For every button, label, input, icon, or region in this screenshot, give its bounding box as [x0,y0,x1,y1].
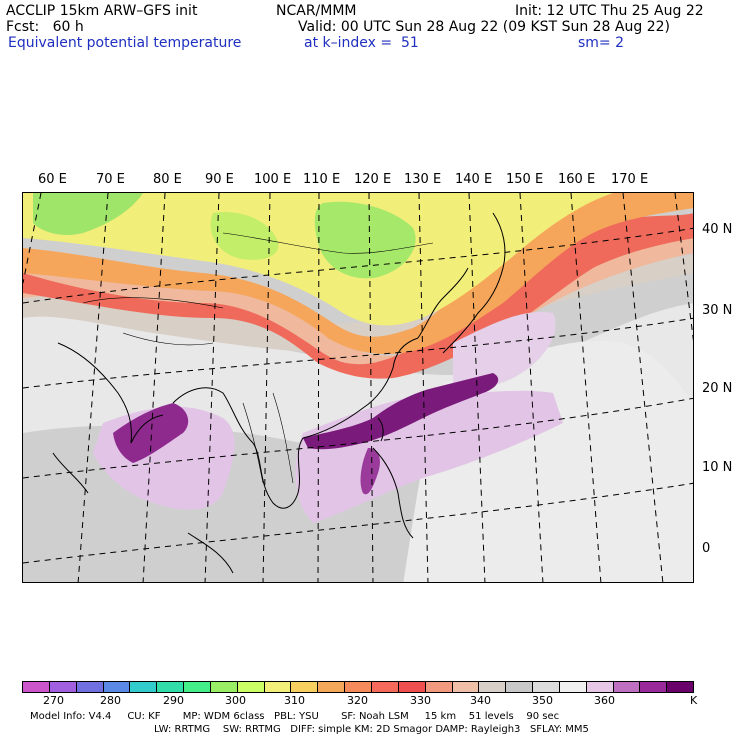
colorbar-tick-label: 300 [225,694,246,707]
lat-label: 10 N [702,460,733,475]
init-time: Init: 12 UTC Thu 25 Aug 22 [515,3,704,19]
country-borders [82,232,434,484]
lon-label: 60 E [38,172,67,187]
organization-label: NCAR/MMM [276,3,357,19]
level-index: at k–index = 51 [304,35,419,51]
lon-label: 160 E [558,172,596,187]
colorbar-unit: K [690,694,698,707]
colorbar-swatch [264,682,292,692]
colorbar-swatch [613,682,641,692]
lat-label: 30 N [702,303,733,318]
colorbar-swatch [130,682,158,692]
colorbar-swatch [586,682,614,692]
field-patch-green [33,193,143,235]
physics-info-line: LW: RRTMG SW: RRTMG DIFF: simple KM: 2D … [154,724,589,735]
colorbar-swatch [371,682,399,692]
smoothing-label: sm= 2 [578,35,625,51]
colorbar-swatch [398,682,426,692]
lon-label: 110 E [303,172,341,187]
colorbar-tick-label: 290 [163,694,184,707]
field-max-purple [113,403,189,463]
field-band-orange [23,193,693,355]
colorbar [22,681,694,693]
lon-label: 150 E [506,172,544,187]
lat-label: 40 N [702,222,733,237]
lon-label: 90 E [205,172,234,187]
colorbar-swatch [506,682,534,692]
field-band-yellow [23,193,613,326]
colorbar-tick-label: 330 [410,694,431,707]
colorbar-swatch [425,682,453,692]
colorbar-swatch [533,682,560,692]
colorbar-swatch [559,682,587,692]
colorbar-swatch [49,682,77,692]
lon-label: 70 E [96,172,125,187]
colorbar-tick-label: 320 [347,694,368,707]
field-patch-green [314,201,416,279]
colorbar-swatch [157,682,185,692]
colorbar-swatch [640,682,668,692]
colorbar-swatch [237,682,265,692]
colorbar-tick-label: 340 [470,694,491,707]
colorbar-swatch [345,682,372,692]
graticule [23,193,693,582]
colorbar-swatch [23,682,50,692]
colorbar-swatch [184,682,211,692]
colorbar-tick-label: 280 [100,694,121,707]
lon-label: 80 E [153,172,182,187]
model-title: ACCLIP 15km ARW–GFS init [6,3,198,19]
field-max-purple [303,373,499,450]
colorbar-tick-label: 270 [43,694,64,707]
lon-label: 170 E [611,172,649,187]
lat-label: 0 [702,541,711,556]
colorbar-swatch [291,682,319,692]
field-name: Equivalent potential temperature [8,35,242,51]
field-band-lavender [453,312,556,388]
colorbar-tick-label: 350 [532,694,553,707]
colorbar-swatch [103,682,131,692]
colorbar-swatch [76,682,104,692]
lon-label: 140 E [455,172,493,187]
field-max-purple [360,448,380,495]
colorbar-swatch [318,682,346,692]
lon-label: 130 E [404,172,442,187]
colorbar-tick-label: 310 [284,694,305,707]
model-info-line: Model Info: V4.4 CU: KF MP: WDM 6class P… [30,711,560,722]
lon-label: 120 E [354,172,392,187]
lon-label: 100 E [254,172,292,187]
theta-e-field [23,193,693,582]
field-band-red [23,213,693,379]
colorbar-swatch [452,682,480,692]
map-area [22,192,694,583]
colorbar-swatch [479,682,507,692]
forecast-hour: Fcst: 60 h [6,19,84,35]
colorbar-swatch [667,682,694,692]
lat-label: 20 N [702,381,733,396]
valid-time: Valid: 00 UTC Sun 28 Aug 22 (09 KST Sun … [298,19,670,35]
colorbar-tick-label: 360 [594,694,615,707]
colorbar-swatch [210,682,238,692]
